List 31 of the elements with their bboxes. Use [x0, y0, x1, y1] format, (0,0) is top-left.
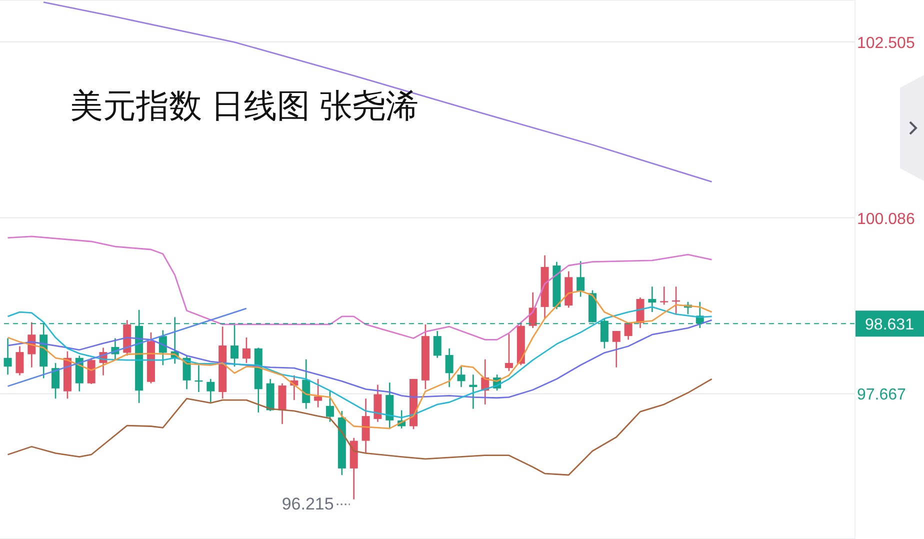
candlestick: [504, 333, 513, 372]
candlestick: [206, 378, 215, 403]
candlestick: [158, 330, 167, 366]
candlestick: [433, 330, 442, 359]
annotation: 96.215: [282, 494, 334, 514]
candlestick: [302, 358, 310, 410]
candlestick: [469, 374, 478, 410]
candlestick: [4, 338, 12, 376]
y-tick-label: 97.667: [857, 386, 906, 404]
candlestick: [16, 346, 24, 376]
line-series: [7, 306, 713, 418]
y-tick-label: 100.086: [857, 210, 915, 228]
line-series: [7, 378, 713, 476]
line-series: [7, 236, 713, 340]
candlestick: [576, 260, 585, 298]
candlestick: [457, 365, 466, 388]
candlestick: [242, 336, 250, 364]
candlestick: [445, 348, 454, 388]
line-series: [7, 319, 713, 399]
ref-line-label: 98.631: [865, 316, 914, 334]
candlestick: [648, 286, 656, 313]
text: 美元指数 日线图 张尧浠: [70, 86, 418, 126]
candlestick: [528, 292, 537, 329]
line-series: [42, 1, 713, 183]
candlestick: [612, 330, 620, 368]
candlestick: [52, 362, 60, 400]
candlestick: [326, 390, 334, 423]
y-tick-label: 102.505: [857, 34, 915, 52]
candlestick: [624, 322, 632, 340]
candlestick: [314, 378, 322, 408]
candlestick: [660, 286, 668, 306]
